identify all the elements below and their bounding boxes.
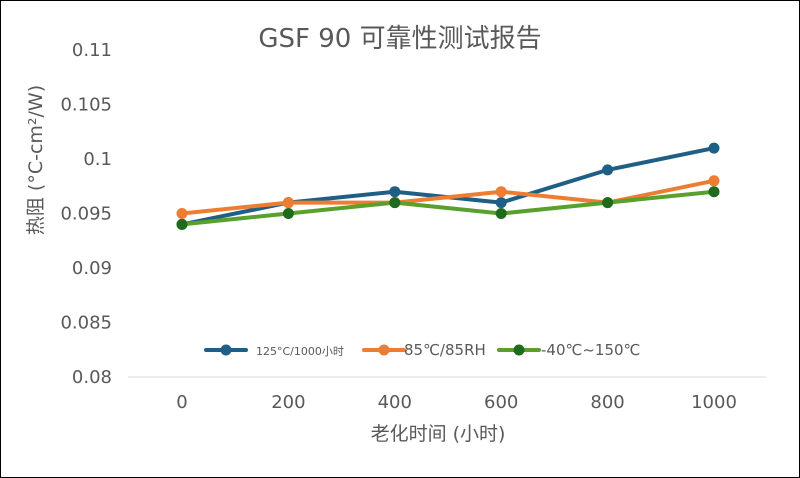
y-tick-label: 0.09 (72, 258, 112, 279)
data-point (708, 175, 720, 187)
series-2 (176, 175, 720, 219)
legend-label: 85℃/85RH (404, 341, 486, 359)
data-point (176, 218, 188, 230)
data-point (495, 197, 507, 209)
legend-label: -40℃~150℃ (541, 341, 640, 359)
x-tick-label: 0 (176, 392, 187, 413)
series-line (180, 189, 716, 227)
y-tick-label: 0.08 (72, 367, 112, 388)
data-point (389, 186, 401, 198)
legend-item: 85℃/85RH (362, 341, 486, 359)
data-point (708, 186, 720, 198)
series-layer (176, 142, 720, 230)
x-tick-label: 800 (590, 392, 624, 413)
x-axis-label: 老化时间 (小时) (371, 423, 506, 445)
y-axis-label: 热阻 (°C-cm²/W) (25, 85, 47, 235)
x-axis-ticks: 0 200 400 600 800 1000 (176, 392, 737, 413)
data-point (602, 197, 614, 209)
data-point (495, 208, 507, 219)
data-point (282, 208, 294, 219)
x-tick-label: 400 (378, 392, 412, 413)
legend-swatch-marker (513, 344, 525, 356)
x-tick-label: 200 (271, 392, 305, 413)
legend-item: -40℃~150℃ (497, 341, 640, 359)
y-tick-label: 0.095 (60, 204, 112, 225)
series-3 (176, 186, 720, 230)
y-tick-label: 0.105 (60, 95, 112, 116)
legend-item: 125°C/1000小时 (204, 344, 344, 358)
legend-label: 125°C/1000小时 (256, 345, 344, 358)
data-point (602, 164, 614, 176)
x-tick-label: 600 (484, 392, 518, 413)
y-tick-label: 0.11 (72, 40, 112, 61)
data-point (495, 186, 507, 198)
y-tick-label: 0.1 (83, 149, 112, 170)
x-tick-label: 1000 (691, 392, 737, 413)
data-point (282, 197, 294, 209)
data-point (389, 197, 401, 209)
legend: 125°C/1000小时 85℃/85RH -40℃~150℃ (204, 341, 640, 359)
data-point (708, 142, 720, 154)
y-axis-ticks: 0.08 0.085 0.09 0.095 0.1 0.105 0.11 (60, 40, 112, 388)
data-point (176, 208, 188, 219)
series-line (180, 146, 716, 227)
chart-title: GSF 90 可靠性测试报告 (258, 24, 541, 54)
legend-swatch-marker (378, 344, 390, 356)
y-tick-label: 0.085 (60, 313, 112, 334)
legend-swatch-marker (220, 344, 232, 356)
